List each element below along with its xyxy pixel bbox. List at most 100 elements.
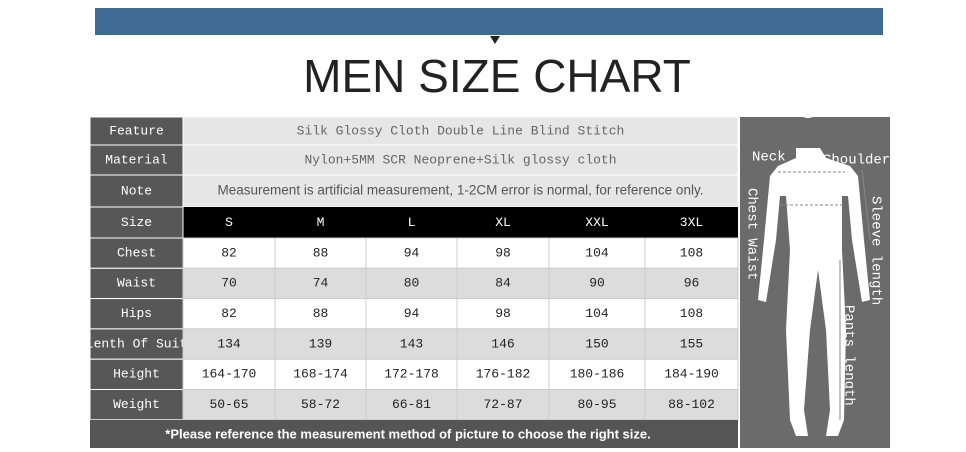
value: 50-65 (209, 397, 248, 412)
value-cell (456, 298, 550, 330)
value-cell (644, 298, 739, 330)
info-value: Measurement is artificial measurement, 1… (218, 183, 704, 198)
info-value-cell (182, 144, 739, 176)
value: 164-170 (202, 367, 257, 382)
footer-note: *Please reference the measurement method… (165, 426, 650, 441)
value: 108 (680, 245, 703, 260)
value-cell (548, 237, 646, 269)
size-header-bg (90, 207, 738, 238)
value: 82 (221, 306, 237, 321)
info-value: Nylon+5MM SCR Neoprene+Silk glossy cloth (304, 152, 616, 167)
info-value: Silk Glossy Cloth Double Line Blind Stit… (297, 123, 625, 138)
value-cell (365, 298, 458, 330)
value: 90 (589, 276, 605, 291)
value: 70 (221, 276, 237, 291)
row-label: Waist (117, 276, 156, 291)
value: 58-72 (301, 397, 340, 412)
size-header: M (317, 215, 325, 230)
value: 155 (680, 336, 703, 351)
value-cell (182, 298, 276, 330)
neck-label: Neck (752, 150, 786, 166)
row-label-cell (89, 298, 184, 330)
sleeve-guide (861, 169, 871, 241)
value-cell (456, 237, 550, 269)
row-label: Chest (117, 245, 156, 260)
banner-pointer (490, 36, 500, 44)
value-cell (644, 237, 739, 269)
value: 98 (495, 245, 511, 260)
value: 98 (495, 306, 511, 321)
value: 143 (400, 336, 423, 351)
value-cell (644, 267, 739, 300)
size-header: 3XL (680, 215, 703, 230)
banner (95, 8, 883, 35)
value-cell (456, 389, 550, 421)
value: 104 (585, 245, 609, 260)
value: 74 (313, 276, 329, 291)
size-header: L (408, 215, 416, 230)
info-label: Feature (109, 123, 164, 138)
row-label: Lenth Of Suit (86, 336, 187, 351)
value: 72-87 (483, 397, 522, 412)
value-cell (274, 237, 367, 269)
value: 176-182 (476, 367, 531, 382)
value: 80 (404, 276, 420, 291)
value: 134 (217, 336, 241, 351)
info-label: Note (121, 183, 152, 198)
value-cell (182, 328, 276, 360)
value: 94 (404, 306, 420, 321)
value-cell (548, 389, 646, 421)
silhouette (758, 86, 870, 437)
value: 82 (221, 245, 237, 260)
value-cell (365, 358, 458, 391)
value-cell (274, 328, 367, 360)
sleeve-label: Sleeve length (867, 196, 883, 305)
value-cell (274, 389, 367, 421)
value-cell (365, 267, 458, 300)
value-cell (274, 267, 367, 300)
value-cell (182, 267, 276, 300)
value-cell (274, 358, 367, 391)
info-value-cell (182, 116, 739, 146)
value: 88 (313, 306, 329, 321)
value-cell (274, 298, 367, 330)
value: 184-190 (664, 367, 719, 382)
figure-panel: Neck Shoulder Chest Waist Sleeve length … (740, 86, 890, 448)
row-label-cell (89, 389, 184, 421)
shoulder-label: Shoulder (823, 153, 890, 169)
value: 146 (491, 336, 514, 351)
value: 94 (404, 245, 420, 260)
size-header: Size (121, 215, 152, 230)
footer-bar (90, 420, 738, 448)
row-label-cell (89, 237, 184, 269)
info-label: Material (105, 152, 168, 167)
value-cell (456, 267, 550, 300)
row-label: Height (113, 367, 160, 382)
value-cell (644, 358, 739, 391)
value: 150 (585, 336, 608, 351)
value: 88 (313, 245, 329, 260)
value: 96 (684, 276, 700, 291)
value: 180-186 (570, 367, 625, 382)
value: 84 (495, 276, 511, 291)
size-table: Feature Silk Glossy Cloth Double Line Bli… (86, 116, 739, 421)
value-cell (548, 358, 646, 391)
chest-waist-label: Chest Waist (743, 188, 759, 280)
row-label: Weight (113, 397, 160, 412)
value: 88-102 (668, 397, 715, 412)
size-header: S (225, 215, 233, 230)
value: 66-81 (392, 397, 431, 412)
value-cell (182, 389, 276, 421)
size-header: XL (495, 215, 511, 230)
info-value-cell (182, 174, 739, 208)
value-cell (365, 389, 458, 421)
value: 80-95 (577, 397, 616, 412)
value: 108 (680, 306, 703, 321)
size-header: XXL (585, 215, 608, 230)
value-cell (182, 237, 276, 269)
size-header-label-bg (89, 206, 184, 239)
pants-label: Pants length (840, 305, 856, 406)
row-label-cell (89, 328, 184, 360)
value: 104 (585, 306, 609, 321)
info-label-cell (89, 116, 184, 146)
